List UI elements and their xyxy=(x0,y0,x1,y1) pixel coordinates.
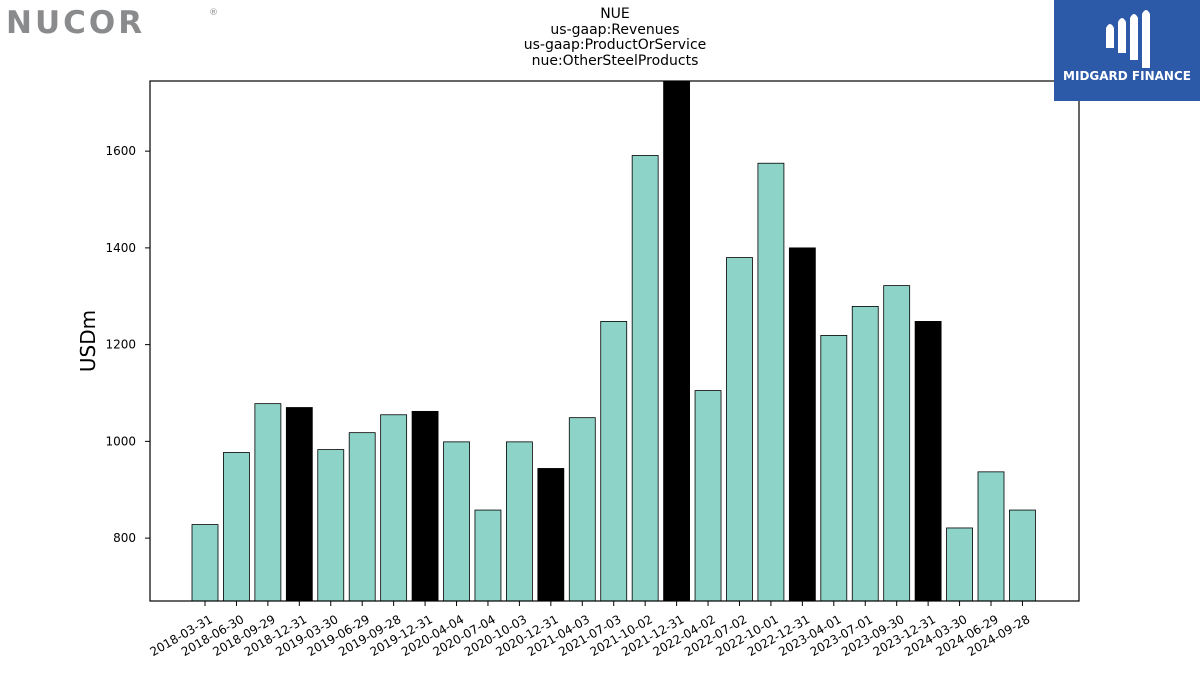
bar-2021-04-03 xyxy=(568,417,596,602)
y-tick-label: 1200 xyxy=(105,338,136,352)
title-line-axis: us-gaap:ProductOrService xyxy=(523,37,707,54)
bars-group xyxy=(191,80,1036,602)
bar-2023-04-01 xyxy=(820,335,848,602)
y-tick-label: 800 xyxy=(113,531,136,545)
chart-title: NUE us-gaap:Revenues us-gaap:ProductOrSe… xyxy=(415,6,815,69)
x-axis-ticks: 2018-03-312018-06-302018-09-292018-12-31… xyxy=(147,601,1032,659)
midgard-mark-icon xyxy=(1106,10,1150,68)
title-line-ticker: NUE xyxy=(600,6,630,22)
bar-2020-04-04 xyxy=(443,441,470,602)
bar-2019-12-31 xyxy=(411,410,439,602)
bar-2023-09-30 xyxy=(883,285,911,602)
bar-2018-06-30 xyxy=(223,452,250,602)
bar-2019-06-29 xyxy=(348,432,376,602)
logo-text: NUCOR xyxy=(6,5,145,38)
bar-2020-10-03 xyxy=(505,441,533,602)
partner-name: MIDGARD FINANCE xyxy=(1063,69,1191,83)
plot-frame xyxy=(149,80,1080,602)
bar-2022-12-31 xyxy=(788,247,816,602)
bar-2024-06-29 xyxy=(977,471,1005,602)
bar-2020-07-04 xyxy=(474,509,502,602)
bar-2024-03-30 xyxy=(946,527,973,602)
bar-2018-12-31 xyxy=(285,407,313,602)
y-axis-label: USDm xyxy=(76,310,100,372)
bar-2019-03-30 xyxy=(317,449,345,602)
bar-2021-12-31 xyxy=(663,80,690,602)
bar-2022-04-02 xyxy=(694,390,722,602)
bar-2021-10-02 xyxy=(631,155,659,602)
bar-2023-12-31 xyxy=(914,321,942,602)
nucor-logo: NUCOR ® xyxy=(6,5,218,38)
bar-2022-10-01 xyxy=(757,162,785,602)
bar-2022-07-02 xyxy=(726,257,753,602)
y-axis-ticks: 800 1000 1200 1400 1600 xyxy=(105,144,150,545)
registered-mark: ® xyxy=(209,8,218,18)
midgard-finance-logo: MIDGARD FINANCE xyxy=(1054,0,1200,101)
bar-2021-07-03 xyxy=(600,321,628,602)
y-tick-label: 1600 xyxy=(105,144,136,158)
y-tick-label: 1000 xyxy=(105,434,136,448)
title-line-member: nue:OtherSteelProducts xyxy=(531,52,699,69)
bar-2019-09-28 xyxy=(380,414,408,602)
bar-2023-07-01 xyxy=(851,306,879,602)
bar-2024-09-28 xyxy=(1009,509,1036,602)
y-tick-label: 1400 xyxy=(105,241,136,255)
title-line-concept: us-gaap:Revenues xyxy=(550,21,680,38)
bar-2018-09-29 xyxy=(254,403,282,602)
bar-2018-03-31 xyxy=(191,524,219,602)
bar-2020-12-31 xyxy=(537,468,565,602)
